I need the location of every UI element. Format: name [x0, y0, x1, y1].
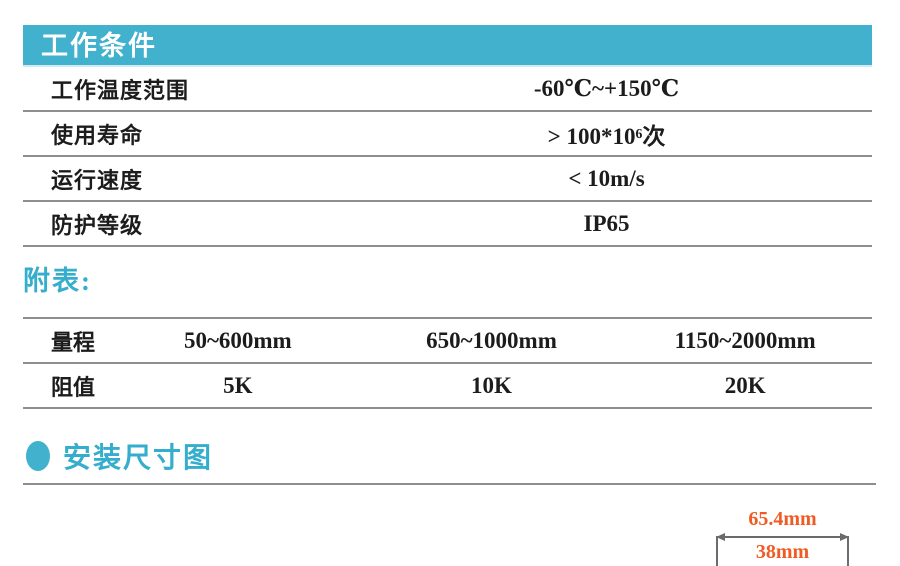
row-label: 工作温度范围 — [51, 77, 190, 103]
installation-heading: 安装尺寸图 — [23, 439, 872, 474]
section-header-working-conditions: 工作条件 — [23, 25, 872, 67]
range-cell: 650~1000mm — [426, 327, 557, 353]
table-row: 运行速度 < 10m/s — [23, 157, 872, 202]
range-cell: 1150~2000mm — [674, 327, 816, 353]
row-value: -60℃~+150℃ — [533, 76, 680, 101]
dimension-line — [717, 536, 847, 538]
row-label: 防护等级 — [51, 212, 144, 238]
row-value: < 10m/s — [568, 165, 645, 191]
working-conditions-table: 工作温度范围 -60℃~+150℃ 使用寿命 > 100*10⁶次 运行速度 <… — [23, 67, 872, 247]
row-value: IP65 — [583, 210, 630, 236]
installation-diagram-fragment: 65.4mm 38mm — [700, 506, 875, 566]
table-row: 阻值 5K 10K 20K — [23, 364, 872, 409]
divider — [23, 483, 876, 485]
arrow-right-icon — [840, 533, 849, 541]
row-label: 运行速度 — [51, 167, 144, 193]
table-row: 使用寿命 > 100*10⁶次 — [23, 112, 872, 157]
table-row: 工作温度范围 -60℃~+150℃ — [23, 67, 872, 112]
appendix-table: 量程 50~600mm 650~1000mm 1150~2000mm 阻值 5K… — [23, 317, 872, 409]
row-label: 阻值 — [51, 374, 96, 400]
extension-line-right — [847, 536, 849, 566]
table-row: 量程 50~600mm 650~1000mm 1150~2000mm — [23, 319, 872, 364]
resistance-cell: 10K — [471, 372, 512, 398]
range-cell: 50~600mm — [183, 327, 292, 353]
row-label: 量程 — [51, 329, 96, 355]
bullet-circle-icon — [26, 441, 50, 471]
arrow-left-icon — [716, 533, 725, 541]
dimension-label-outer: 65.4mm — [748, 508, 817, 530]
dimension-label-inner: 38mm — [755, 541, 810, 563]
spec-page: 工作条件 工作温度范围 -60℃~+150℃ 使用寿命 > 100*10⁶次 运… — [23, 0, 876, 485]
installation-heading-label: 安装尺寸图 — [63, 443, 214, 474]
resistance-cell: 20K — [724, 372, 766, 398]
resistance-cell: 5K — [223, 372, 253, 398]
extension-line-left — [716, 536, 718, 566]
row-label: 使用寿命 — [51, 122, 144, 148]
row-value: > 100*10⁶次 — [547, 123, 666, 149]
appendix-heading: 附表: — [23, 266, 92, 296]
table-row: 防护等级 IP65 — [23, 202, 872, 247]
